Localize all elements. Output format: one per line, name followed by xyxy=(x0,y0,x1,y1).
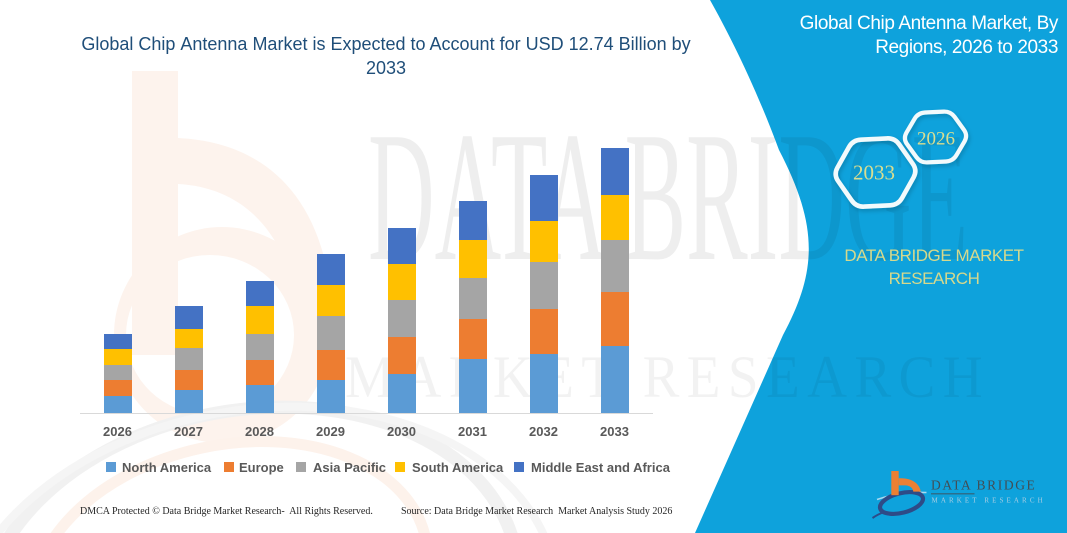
svg-text:2026: 2026 xyxy=(917,129,955,150)
svg-text:DATA BRIDGE: DATA BRIDGE xyxy=(931,478,1036,493)
svg-text:MARKET RESEARCH: MARKET RESEARCH xyxy=(932,497,1046,505)
svg-text:2033: 2033 xyxy=(853,161,895,185)
svg-text:MARKET RESEARCH: MARKET RESEARCH xyxy=(345,344,990,410)
